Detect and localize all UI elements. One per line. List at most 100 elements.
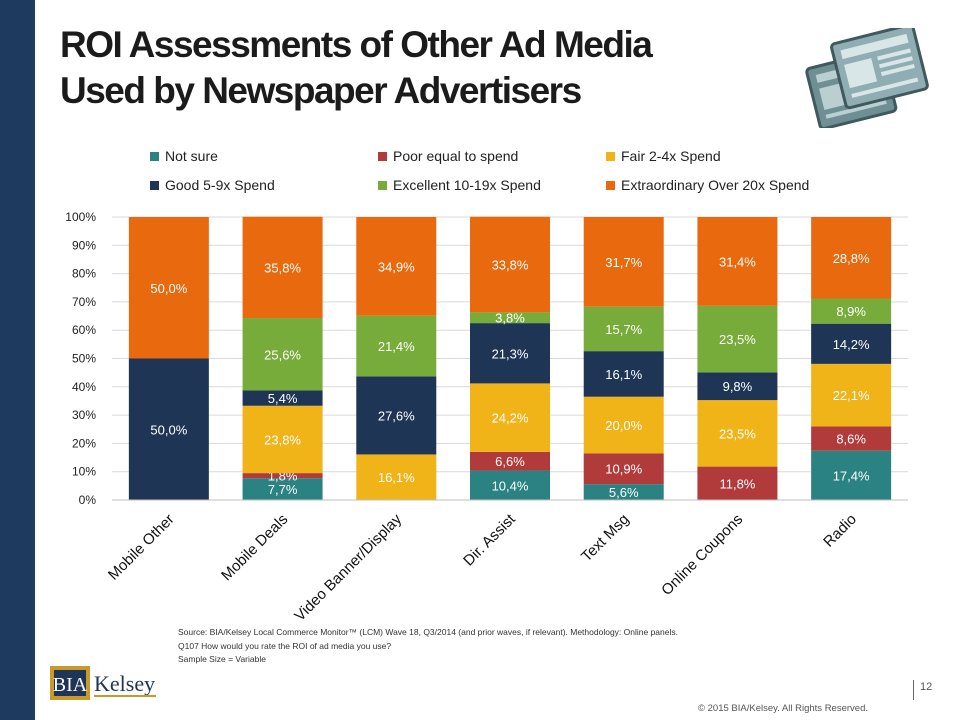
bar-segment	[470, 323, 550, 384]
data-label: 35,8%	[264, 260, 301, 275]
legend-label: Not sure	[165, 148, 218, 164]
bar-segment	[811, 426, 892, 451]
data-label: 25,6%	[264, 347, 301, 362]
bar-segment	[697, 372, 778, 401]
bar-segment	[811, 363, 892, 427]
bar-segment	[811, 450, 892, 500]
legend-item: Fair 2-4x Spend	[606, 148, 721, 164]
bar-segment	[811, 217, 892, 299]
bar-segment	[811, 298, 892, 324]
left-accent-bar	[0, 0, 35, 720]
title-line-2: Used by Newspaper Advertisers	[60, 70, 582, 111]
bar-segment	[697, 305, 778, 373]
bar-segment	[583, 453, 664, 485]
legend-label: Fair 2-4x Spend	[621, 148, 721, 164]
data-label: 31,7%	[605, 255, 642, 270]
data-label: 10,9%	[605, 462, 642, 477]
data-label: 5,6%	[609, 485, 639, 500]
y-tick-label: 30%	[72, 408, 96, 422]
y-tick-label: 60%	[72, 323, 96, 337]
y-tick-label: 20%	[72, 436, 96, 450]
data-label: 11,8%	[719, 476, 755, 491]
legend-swatch	[150, 180, 159, 190]
category-label: Radio	[820, 511, 860, 551]
data-label: 20,0%	[605, 418, 642, 433]
title-line-1: ROI Assessments of Other Ad Media	[60, 24, 653, 65]
y-tick-label: 100%	[65, 210, 96, 224]
data-label: 6,6%	[495, 454, 525, 469]
y-tick-label: 10%	[72, 465, 96, 479]
bia-kelsey-logo: BIA Kelsey	[48, 662, 160, 704]
data-label: 16,1%	[378, 470, 415, 485]
legend-swatch	[150, 151, 159, 161]
legend-item: Extraordinary Over 20x Spend	[606, 177, 809, 193]
data-label: 5,4%	[268, 391, 298, 406]
data-label: 34,9%	[378, 259, 415, 274]
legend-label: Good 5-9x Spend	[165, 177, 275, 193]
category-label: Mobile Deals	[218, 511, 291, 584]
page-number: 12	[920, 681, 933, 693]
data-label: 21,3%	[492, 346, 529, 361]
source-note: Source: BIA/Kelsey Local Commerce Monito…	[178, 626, 678, 667]
legend-label: Poor equal to spend	[393, 148, 519, 164]
data-label: 10,4%	[492, 478, 529, 493]
category-label: Text Msg	[578, 511, 632, 565]
data-label: 17,4%	[833, 468, 870, 483]
bar-segment	[470, 451, 550, 471]
category-label: Video Banner/Display	[291, 510, 405, 624]
y-tick-label: 80%	[72, 267, 96, 281]
y-tick-label: 40%	[72, 380, 96, 394]
legend-item: Excellent 10-19x Spend	[378, 177, 541, 193]
data-label: 9,8%	[723, 379, 753, 394]
bar-segment	[470, 383, 550, 452]
data-label: 8,6%	[836, 432, 866, 447]
bar-segment	[583, 396, 664, 454]
data-label: 23,8%	[264, 432, 301, 447]
legend-item: Not sure	[150, 148, 218, 164]
data-label: 15,7%	[605, 322, 642, 337]
bar-segment	[697, 400, 778, 467]
y-tick-label: 90%	[72, 238, 96, 252]
data-label: 33,8%	[492, 258, 529, 273]
data-label: 8,9%	[836, 304, 866, 319]
legend-item: Good 5-9x Spend	[150, 177, 275, 193]
bar-segment	[128, 358, 209, 500]
data-label: 23,5%	[719, 332, 756, 347]
data-label: 14,2%	[833, 337, 870, 352]
y-tick-label: 70%	[72, 295, 96, 309]
legend-label: Extraordinary Over 20x Spend	[621, 177, 810, 193]
bar-segment	[356, 454, 437, 500]
y-tick-label: 0%	[79, 493, 97, 507]
bar-segment	[242, 390, 323, 406]
bar-segment	[242, 216, 323, 319]
bar-segment	[356, 376, 437, 455]
data-label: 24,2%	[492, 411, 529, 426]
bar-segment	[583, 217, 664, 307]
bar-segment	[583, 351, 664, 397]
page-title: ROI Assessments of Other Ad Media Used b…	[60, 22, 780, 114]
newspaper-icon	[805, 28, 929, 128]
legend-swatch	[606, 180, 615, 190]
source-line-3: Sample Size = Variable	[178, 654, 266, 664]
bar-segment	[583, 484, 664, 500]
legend-label: Excellent 10-19x Spend	[393, 177, 541, 193]
bar-segment	[242, 405, 323, 474]
data-label: 3,8%	[495, 311, 525, 326]
legend-item: Poor equal to spend	[378, 148, 518, 164]
logo-text-right: Kelsey	[94, 671, 155, 696]
data-label: 21,4%	[378, 339, 415, 354]
bar-segment	[128, 217, 209, 359]
data-label: 27,6%	[378, 408, 415, 423]
chart-legend: Not sure Poor equal to spend Fair 2-4x Spe…	[150, 148, 870, 204]
category-label: Online Coupons	[658, 511, 746, 599]
bar-segment	[811, 323, 892, 364]
category-label: Mobile Other	[105, 511, 178, 584]
data-label: 50,0%	[150, 281, 187, 296]
category-label: Dir. Assist	[460, 510, 519, 569]
legend-swatch	[606, 151, 615, 161]
bar-segment	[242, 473, 323, 479]
data-label: 7,7%	[268, 482, 298, 497]
data-label: 16,1%	[605, 367, 642, 382]
bar-segment	[242, 478, 323, 500]
